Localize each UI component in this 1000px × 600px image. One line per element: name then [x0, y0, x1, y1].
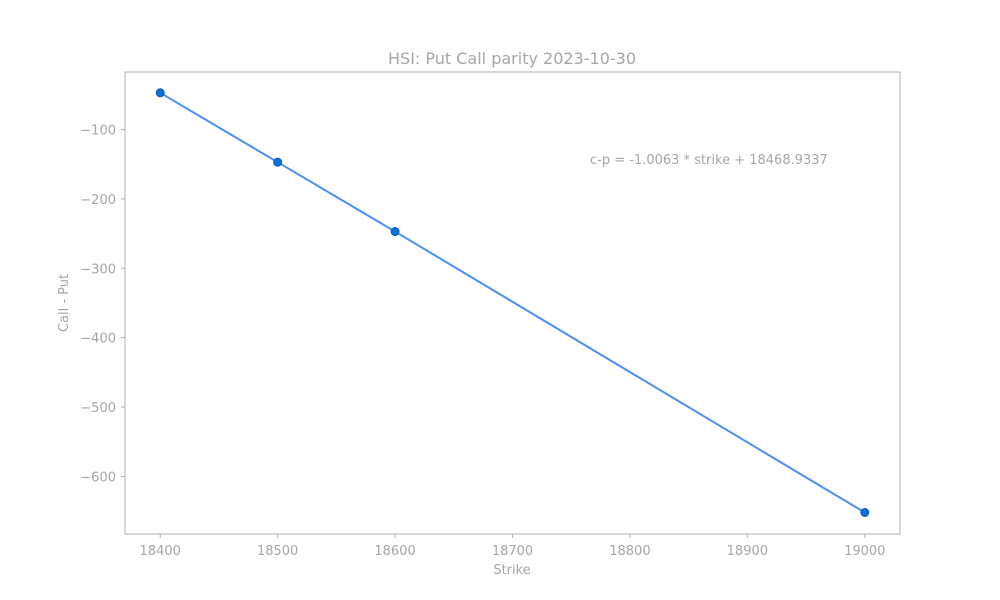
fit-line [159, 91, 866, 514]
data-point [273, 157, 283, 167]
y-axis-label: Call - Put [57, 274, 72, 332]
x-tick-label: 19000 [844, 544, 885, 559]
y-tick-label: −100 [80, 124, 116, 139]
data-point [155, 88, 165, 98]
chart-title: HSI: Put Call parity 2023-10-30 [388, 49, 636, 68]
x-tick-label: 18900 [727, 544, 768, 559]
y-tick-label: −600 [80, 470, 116, 485]
y-axis: −100 −200 −300 −400 −500 −600 [80, 124, 125, 485]
x-tick-label: 18700 [492, 544, 533, 559]
data-point [860, 507, 870, 517]
y-tick-label: −300 [80, 262, 116, 277]
x-tick-label: 18800 [609, 544, 650, 559]
x-tick-label: 18600 [374, 544, 415, 559]
y-tick-label: −200 [80, 193, 116, 208]
y-tick-label: −400 [80, 332, 116, 347]
x-tick-label: 18500 [257, 544, 298, 559]
data-points [155, 88, 870, 517]
y-tick-label: −500 [80, 401, 116, 416]
x-axis-label: Strike [493, 563, 530, 578]
data-point [390, 227, 400, 237]
x-tick-label: 18400 [140, 544, 181, 559]
x-axis: 18400 18500 18600 18700 18800 18900 19000 [140, 534, 885, 559]
regression-annotation: c-p = -1.0063 * strike + 18468.9337 [590, 153, 828, 168]
